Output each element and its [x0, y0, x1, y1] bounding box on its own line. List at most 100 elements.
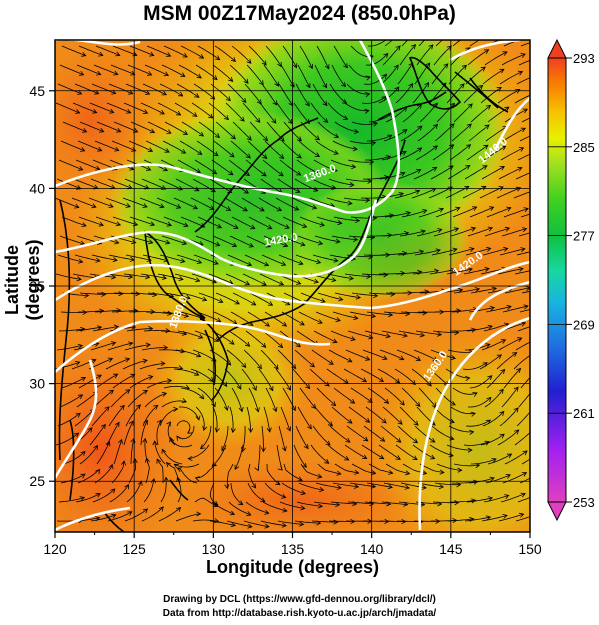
streamline — [400, 125, 423, 142]
streamline — [212, 64, 233, 82]
streamline-arrowhead — [499, 433, 505, 439]
streamline — [77, 140, 102, 152]
streamline — [484, 227, 510, 237]
streamline — [294, 520, 321, 524]
streamline — [317, 121, 339, 138]
streamline-arrowhead — [327, 421, 334, 427]
streamline — [379, 520, 406, 523]
streamline-arrowhead — [163, 476, 169, 482]
streamline-arrowhead — [114, 239, 120, 245]
streamline — [313, 501, 340, 506]
streamline — [130, 438, 135, 465]
streamline-arrowhead — [161, 275, 168, 280]
colorbar-max-arrow — [547, 38, 567, 59]
streamline — [55, 197, 79, 208]
streamline-arrowhead — [470, 411, 476, 417]
streamline — [146, 380, 172, 389]
streamline — [159, 83, 183, 97]
streamline-arrowhead — [180, 258, 186, 264]
streamline-arrowhead — [278, 343, 284, 349]
streamline — [504, 450, 528, 465]
streamline — [146, 216, 172, 226]
streamline-arrowhead — [282, 242, 289, 248]
streamline — [127, 235, 153, 244]
streamline-arrowhead — [299, 521, 305, 527]
streamline — [361, 96, 387, 104]
streamline — [211, 159, 234, 176]
streamline — [129, 376, 153, 389]
streamline — [89, 102, 114, 113]
streamline — [487, 106, 510, 123]
streamline — [451, 123, 472, 142]
streamline-arrowhead — [246, 135, 252, 141]
streamline — [412, 270, 439, 275]
streamline — [96, 121, 121, 133]
streamline — [482, 411, 505, 427]
streamline-arrowhead — [197, 150, 203, 155]
streamline — [179, 140, 203, 155]
streamline-arrowhead — [491, 286, 498, 292]
streamline-arrowhead — [491, 458, 497, 463]
streamline-arrowhead — [165, 239, 171, 245]
streamline — [295, 425, 309, 449]
streamline-arrowhead — [299, 320, 305, 326]
streamline-arrowhead — [387, 134, 393, 140]
streamline — [208, 102, 229, 120]
streamline — [106, 102, 131, 114]
streamline — [245, 159, 267, 177]
streamline-arrowhead — [133, 308, 139, 314]
streamline-arrowhead — [430, 438, 436, 443]
streamline-arrowhead — [300, 490, 306, 496]
streamline-arrowhead — [422, 310, 428, 316]
streamline — [275, 368, 291, 391]
streamline-arrowhead — [111, 274, 117, 280]
streamline-arrowhead — [148, 239, 154, 245]
streamline-arrowhead — [77, 90, 83, 95]
streamline-arrowhead — [378, 377, 384, 382]
streamline-arrowhead — [82, 309, 88, 316]
streamline-arrowhead — [504, 106, 510, 112]
streamline — [448, 248, 474, 256]
streamline-arrowhead — [145, 342, 151, 348]
streamline — [162, 311, 189, 317]
streamline-arrowhead — [413, 420, 419, 426]
streamline-arrowhead — [95, 468, 100, 474]
streamline-arrowhead — [478, 84, 484, 90]
streamline-arrowhead — [244, 171, 250, 176]
streamline — [394, 368, 416, 385]
streamline-arrowhead — [322, 100, 328, 107]
x-tick-label: 125 — [122, 541, 146, 557]
streamline — [483, 495, 509, 503]
streamline — [92, 326, 119, 332]
streamline — [435, 40, 443, 47]
streamline-arrowhead — [230, 134, 236, 140]
streamline-arrowhead — [118, 438, 123, 445]
streamline-arrowhead — [398, 192, 404, 197]
streamline-arrowhead — [96, 325, 103, 331]
streamline — [428, 368, 449, 386]
streamline — [364, 501, 391, 505]
streamline — [181, 121, 204, 137]
streamline-arrowhead — [198, 334, 204, 339]
streamline-arrowhead — [130, 373, 136, 379]
streamline — [366, 482, 393, 488]
streamline — [378, 86, 400, 104]
streamline-arrowhead — [484, 266, 490, 272]
streamline-arrowhead — [382, 355, 388, 360]
streamline-arrowhead — [167, 310, 173, 316]
streamline — [62, 121, 87, 133]
streamline — [176, 254, 202, 264]
streamline — [332, 482, 359, 488]
streamline-arrowhead — [225, 206, 232, 211]
streamline — [521, 458, 530, 465]
streamline — [262, 159, 284, 177]
streamline — [346, 83, 370, 95]
streamline-arrowhead — [77, 394, 84, 400]
streamline-arrowhead — [331, 277, 337, 283]
streamline — [159, 408, 178, 427]
streamline — [417, 482, 444, 488]
streamline — [446, 83, 465, 104]
streamline — [106, 422, 120, 446]
streamline-arrowhead — [245, 341, 251, 347]
streamline-arrowhead — [255, 407, 260, 413]
